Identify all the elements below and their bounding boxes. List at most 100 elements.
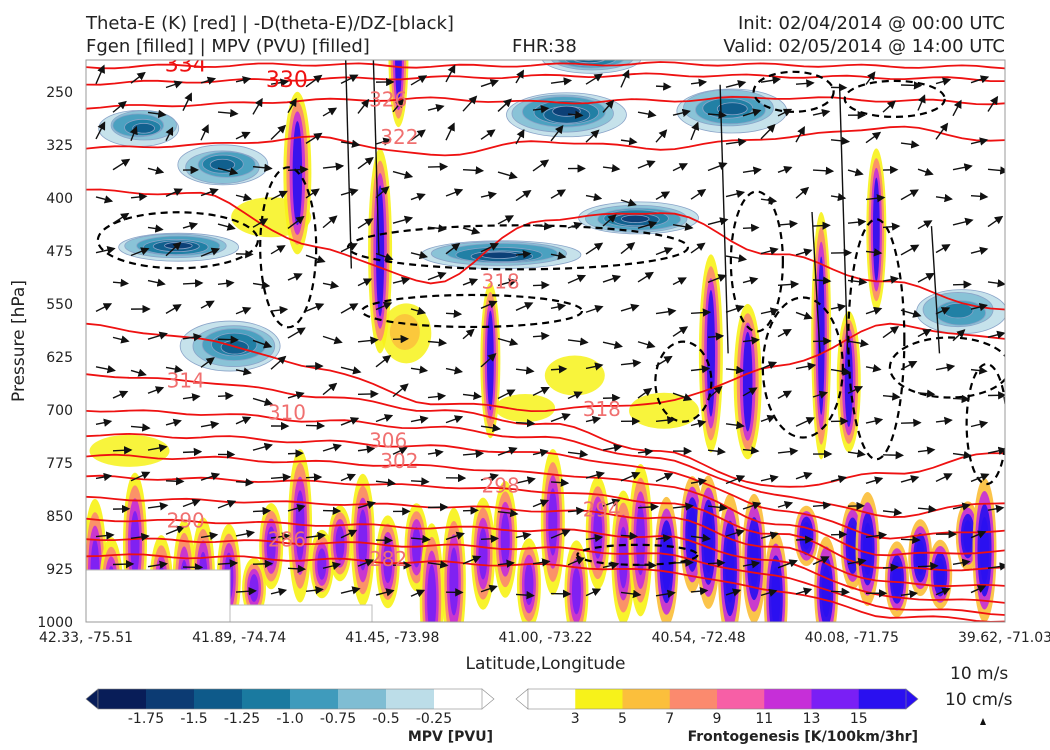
wind-vector bbox=[305, 531, 327, 541]
wind-vector bbox=[200, 420, 220, 430]
wind-vector bbox=[357, 500, 376, 509]
mpv-colorbar-swatch bbox=[194, 689, 243, 709]
wind-vector bbox=[427, 502, 449, 512]
stability-contour bbox=[752, 70, 835, 113]
wind-vector bbox=[812, 501, 832, 510]
wind-vector bbox=[217, 279, 235, 288]
wind-vector bbox=[847, 557, 867, 566]
wind-vector bbox=[882, 100, 896, 113]
theta-e-label: 314 bbox=[167, 369, 205, 393]
mpv-colorbar-tick: -1.75 bbox=[128, 711, 164, 727]
wind-vector bbox=[690, 477, 708, 486]
wind-vector bbox=[287, 504, 306, 513]
wind-vector bbox=[655, 82, 672, 91]
wind-vector bbox=[690, 419, 707, 428]
wind-vector bbox=[410, 250, 428, 260]
y-tick-label: 850 bbox=[46, 509, 73, 525]
mpv-colorbar-title: MPV [PVU] bbox=[408, 729, 493, 745]
fgen-lowlevel bbox=[524, 562, 534, 606]
fill-region bbox=[572, 60, 607, 64]
wind-vector bbox=[480, 243, 499, 253]
wind-vector bbox=[270, 305, 289, 315]
wind-vector bbox=[340, 139, 361, 148]
wind-vector bbox=[322, 561, 342, 570]
wind-vector bbox=[445, 309, 463, 318]
wind-vector bbox=[497, 559, 515, 568]
wind-vector bbox=[987, 562, 1005, 571]
mpv-colorbar-frame bbox=[97, 688, 483, 710]
wind-vector bbox=[462, 328, 475, 340]
wind-vector bbox=[952, 329, 966, 342]
wind-vector bbox=[445, 366, 464, 375]
wind-vector bbox=[200, 247, 220, 257]
wind-vector bbox=[725, 528, 745, 537]
wind-vector bbox=[900, 244, 920, 256]
wind-vector bbox=[637, 387, 653, 399]
wind-vector bbox=[935, 122, 949, 140]
wind-vector bbox=[427, 103, 445, 113]
wind-vector bbox=[637, 502, 660, 512]
fgen-lowlevel bbox=[979, 516, 989, 584]
wind-vector bbox=[585, 242, 604, 255]
wind-vector bbox=[147, 109, 167, 119]
wind-vector bbox=[532, 448, 549, 457]
wind-vector bbox=[515, 250, 532, 259]
wind-vector bbox=[865, 531, 888, 540]
wind-vector bbox=[725, 80, 747, 89]
wind-vector bbox=[305, 254, 326, 264]
wind-vector bbox=[235, 131, 251, 140]
wind-vector bbox=[252, 280, 271, 290]
wind-vector bbox=[602, 214, 617, 227]
wind-vector bbox=[830, 367, 852, 376]
theta-e-contour bbox=[86, 72, 1005, 86]
wind-vector bbox=[742, 387, 758, 397]
wind-vector bbox=[550, 77, 573, 86]
y-axis-label: Pressure [hPa] bbox=[9, 280, 29, 402]
wind-vector bbox=[130, 247, 150, 257]
wind-vector bbox=[95, 64, 105, 85]
wind-vector bbox=[847, 339, 869, 348]
wind-vector bbox=[322, 382, 338, 396]
wind-vector bbox=[567, 110, 584, 119]
wind-vector bbox=[375, 302, 393, 311]
wind-vector bbox=[550, 124, 564, 142]
stability-contour bbox=[965, 362, 1005, 486]
wind-vector bbox=[410, 193, 426, 201]
stability-contour bbox=[360, 293, 584, 329]
wind-vector bbox=[865, 364, 882, 373]
wind-vector bbox=[795, 471, 813, 480]
theta-e-contour bbox=[86, 537, 1005, 616]
y-tick-label: 1000 bbox=[37, 615, 73, 631]
wind-vector bbox=[375, 354, 392, 368]
wind-vector bbox=[812, 556, 830, 566]
wind-vector bbox=[165, 525, 186, 535]
wind-vector bbox=[707, 274, 727, 283]
wind-vector bbox=[270, 124, 287, 141]
wind-vector bbox=[672, 502, 694, 511]
wind-vector bbox=[760, 76, 782, 85]
wind-vector bbox=[497, 508, 519, 518]
wind-vector bbox=[357, 445, 376, 454]
wind-vector bbox=[95, 303, 113, 312]
wind-vector bbox=[322, 335, 343, 345]
wind-vector bbox=[515, 302, 534, 311]
wind-vector bbox=[725, 304, 745, 313]
wind-vector bbox=[777, 559, 798, 569]
wind-vector bbox=[690, 586, 709, 596]
wind-vector bbox=[340, 586, 361, 595]
wind-vector bbox=[655, 247, 674, 256]
wind-vector bbox=[655, 355, 673, 367]
wind-vector bbox=[672, 392, 693, 402]
wind-vector bbox=[970, 473, 990, 483]
fill-region bbox=[581, 60, 597, 61]
wind-vector bbox=[340, 303, 359, 314]
wind-vector bbox=[147, 166, 165, 175]
wind-vector bbox=[462, 226, 481, 235]
wind-vector bbox=[480, 353, 497, 368]
wind-vector bbox=[252, 506, 272, 516]
theta-e-contour bbox=[86, 373, 1005, 488]
fgen-colorbar-extend-high bbox=[905, 688, 919, 710]
wind-vector bbox=[182, 393, 201, 402]
wind-vector bbox=[410, 415, 429, 424]
